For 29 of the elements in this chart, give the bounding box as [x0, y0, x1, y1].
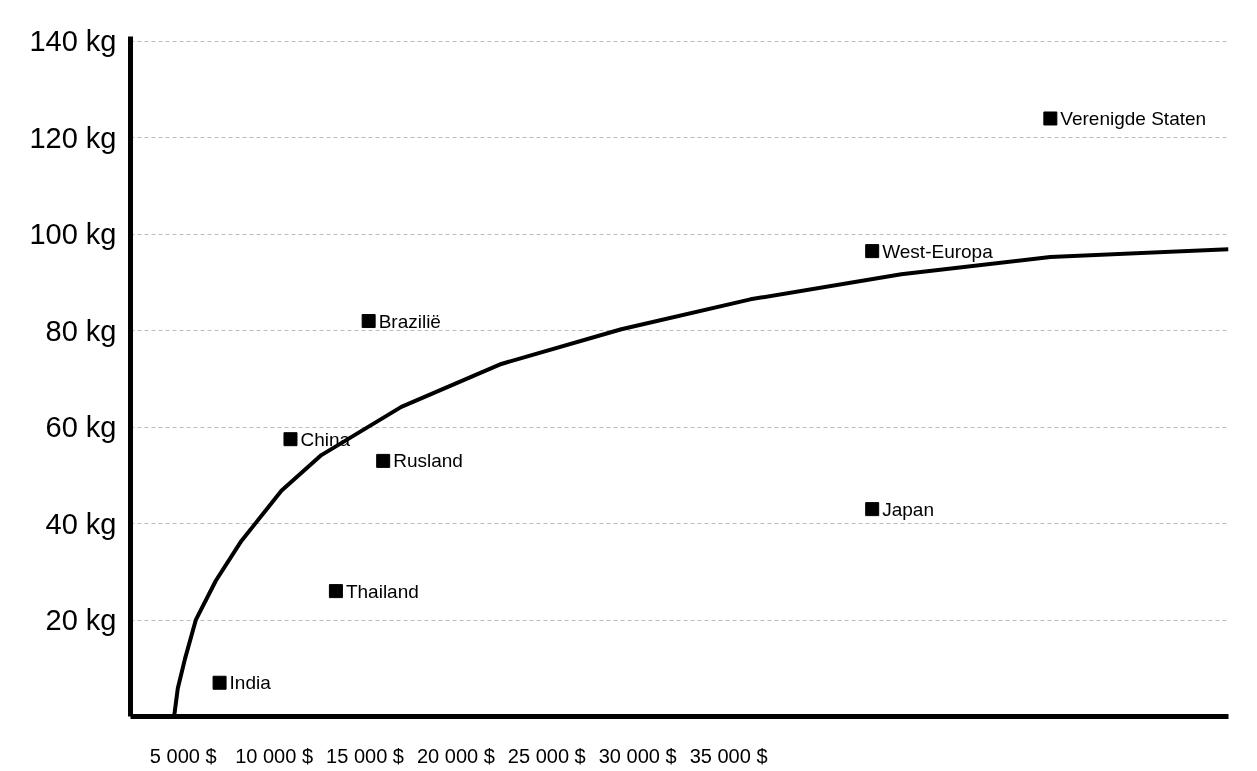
x-tick-label: 15 000 $ — [326, 744, 404, 767]
annotation: Thailand — [345, 580, 419, 602]
point — [865, 244, 880, 259]
point — [1043, 111, 1058, 126]
x-tick-label: 35 000 $ — [689, 744, 768, 767]
point — [376, 453, 391, 468]
x-tick-label: 25 000 $ — [507, 744, 586, 767]
annotation: Verenigde Staten — [1060, 107, 1207, 129]
y-tick-label: 100 kg — [29, 218, 117, 251]
annotation: Japan — [882, 498, 934, 520]
y-tick-label: 140 kg — [29, 25, 117, 58]
x-tick-label: 5 000 $ — [149, 744, 217, 767]
point — [283, 432, 298, 447]
point — [212, 675, 227, 690]
y-tick-label: 60 kg — [45, 411, 117, 444]
x-tick-label: 20 000 $ — [416, 744, 495, 767]
point — [328, 584, 343, 599]
x-tick-label: 10 000 $ — [235, 744, 314, 767]
annotation: West-Europa — [882, 240, 994, 262]
annotation: Brazilië — [378, 310, 441, 332]
annotation: India — [229, 672, 272, 694]
point — [361, 314, 376, 329]
y-tick-label: 20 kg — [45, 604, 117, 637]
x-tick-label: 30 000 $ — [598, 744, 677, 767]
point — [865, 502, 880, 517]
y-tick-label: 120 kg — [29, 121, 117, 154]
annotation: Rusland — [393, 450, 463, 472]
y-tick-label: 40 kg — [45, 507, 117, 540]
y-tick-label: 80 kg — [45, 314, 117, 347]
